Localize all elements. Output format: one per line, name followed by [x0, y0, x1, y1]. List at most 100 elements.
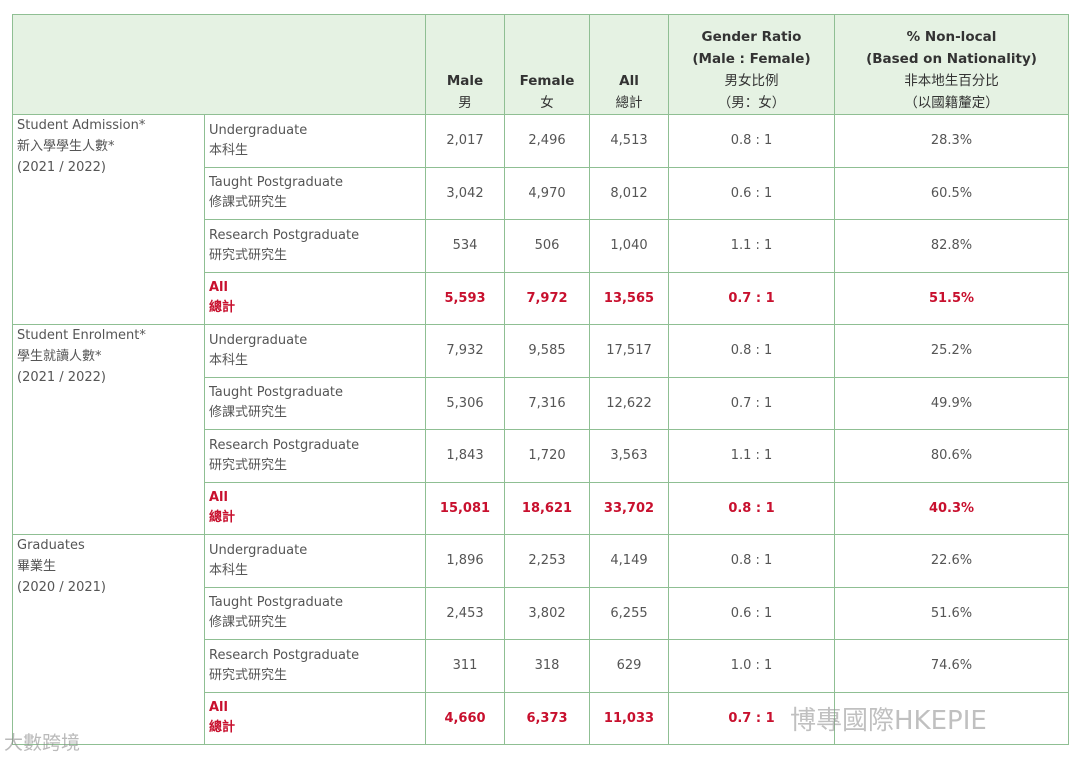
- level-label-en: Taught Postgraduate: [209, 595, 344, 611]
- ratio-value-cell: 0.8 : 1: [668, 481, 835, 535]
- all-value-cell: 629: [589, 639, 669, 693]
- level-cell: Taught Postgraduate 修課式研究生: [204, 166, 426, 220]
- level-label-en: Taught Postgraduate: [209, 385, 344, 401]
- female-value-cell: 7,972: [504, 271, 590, 325]
- table-body: Student Admission* 新入學學生人數* (2021 / 2022) U…: [12, 114, 1069, 745]
- level-label-zh: 研究式研究生: [209, 667, 288, 683]
- group-title-zh: 新入學學生人數*: [17, 139, 115, 154]
- level-label-zh: 總計: [209, 300, 236, 316]
- header-nonlocal-en2: (Based on Nationality): [866, 51, 1037, 67]
- group-title-zh: 學生就讀人數*: [17, 349, 102, 364]
- female-value-cell: 6,373: [504, 691, 590, 745]
- nonlocal-value-cell: 74.6%: [834, 639, 1069, 693]
- group-label-cell: Graduates 畢業生 (2020 / 2021): [12, 534, 205, 745]
- level-label-zh: 本科生: [209, 142, 249, 158]
- level-cell: Undergraduate 本科生: [204, 534, 426, 588]
- ratio-value-cell: 1.1 : 1: [668, 429, 835, 483]
- level-label-zh: 修課式研究生: [209, 405, 288, 421]
- female-value-cell: 18,621: [504, 481, 590, 535]
- level-label-zh: 總計: [209, 510, 236, 526]
- all-value-cell: 1,040: [589, 219, 669, 273]
- header-ratio-zh1: 男女比例: [724, 73, 779, 89]
- nonlocal-value-cell: 51.6%: [834, 586, 1069, 640]
- male-value-cell: 5,593: [425, 271, 505, 325]
- group-label-cell: Student Admission* 新入學學生人數* (2021 / 2022): [12, 114, 205, 325]
- nonlocal-value-cell: 82.8%: [834, 219, 1069, 273]
- level-label-zh: 研究式研究生: [209, 247, 288, 263]
- female-value-cell: 3,802: [504, 586, 590, 640]
- header-male-zh: 男: [458, 95, 472, 111]
- level-label-en: All: [209, 490, 228, 506]
- header-row: Male 男 Female 女 All 總計 Gender Ratio (Mal…: [12, 14, 1069, 115]
- header-female-en: Female: [519, 73, 575, 89]
- nonlocal-value-cell: 28.3%: [834, 114, 1069, 168]
- level-cell: Research Postgraduate 研究式研究生: [204, 639, 426, 693]
- header-all: All 總計: [589, 14, 669, 115]
- statistics-table: Male 男 Female 女 All 總計 Gender Ratio (Mal…: [12, 14, 1069, 745]
- level-cell: Research Postgraduate 研究式研究生: [204, 219, 426, 273]
- male-value-cell: 2,453: [425, 586, 505, 640]
- group-year: (2021 / 2022): [17, 370, 106, 385]
- male-value-cell: 3,042: [425, 166, 505, 220]
- male-value-cell: 15,081: [425, 481, 505, 535]
- nonlocal-value-cell: 80.6%: [834, 429, 1069, 483]
- all-value-cell: 3,563: [589, 429, 669, 483]
- level-label-en: Undergraduate: [209, 332, 308, 348]
- header-blank-cell: [12, 14, 426, 115]
- table-row: Graduates 畢業生 (2020 / 2021) Undergraduate 本科…: [12, 534, 1069, 745]
- level-label-en: Research Postgraduate: [209, 227, 360, 243]
- nonlocal-value-cell: 25.2%: [834, 324, 1069, 378]
- header-all-zh: 總計: [615, 95, 643, 111]
- level-cell: Taught Postgraduate 修課式研究生: [204, 586, 426, 640]
- group-label-cell: Student Enrolment* 學生就讀人數* (2021 / 2022): [12, 324, 205, 535]
- level-cell: Research Postgraduate 研究式研究生: [204, 429, 426, 483]
- level-label-en: Undergraduate: [209, 542, 308, 558]
- all-value-cell: 17,517: [589, 324, 669, 378]
- nonlocal-value-cell: [834, 691, 1069, 745]
- nonlocal-value-cell: 51.5%: [834, 271, 1069, 325]
- level-label-zh: 本科生: [209, 562, 249, 578]
- level-label-en: All: [209, 280, 228, 296]
- level-label-zh: 本科生: [209, 352, 249, 368]
- group-title: Student Enrolment*: [17, 328, 146, 343]
- table-row: Taught Postgraduate 修課式研究生 5,306 7,316 12,62…: [13, 376, 1069, 430]
- table-row: Taught Postgraduate 修課式研究生 3,042 4,970 8,012…: [13, 166, 1069, 220]
- table-row: Student Enrolment* 學生就讀人數* (2021 / 2022) Un…: [12, 324, 1069, 535]
- female-value-cell: 2,496: [504, 114, 590, 168]
- level-cell: Undergraduate 本科生: [204, 324, 426, 378]
- header-female: Female 女: [504, 14, 590, 115]
- table-row: Student Admission* 新入學學生人數* (2021 / 2022) U…: [12, 114, 1069, 325]
- female-value-cell: 4,970: [504, 166, 590, 220]
- level-label-zh: 總計: [209, 720, 236, 736]
- female-value-cell: 1,720: [504, 429, 590, 483]
- all-value-cell: 33,702: [589, 481, 669, 535]
- ratio-value-cell: 0.8 : 1: [668, 324, 835, 378]
- group-year: (2021 / 2022): [17, 160, 106, 175]
- header-nonlocal-en1: % Non-local: [906, 29, 997, 45]
- table-row: Research Postgraduate 研究式研究生 534 506 1,040 1.…: [13, 219, 1069, 273]
- level-label-zh: 研究式研究生: [209, 457, 288, 473]
- header-ratio-en1: Gender Ratio: [701, 29, 802, 45]
- group-title-zh: 畢業生: [17, 559, 57, 574]
- female-value-cell: 9,585: [504, 324, 590, 378]
- level-label-en: All: [209, 700, 228, 716]
- female-value-cell: 318: [504, 639, 590, 693]
- header-ratio-en2: (Male : Female): [692, 51, 811, 67]
- total-row: All 總計 4,660 6,373 11,033 0.7 : 1: [13, 691, 1069, 745]
- header-ratio-zh2: （男：女）: [717, 95, 786, 111]
- male-value-cell: 5,306: [425, 376, 505, 430]
- header-non-local: % Non-local (Based on Nationality) 非本地生百…: [834, 14, 1069, 115]
- nonlocal-value-cell: 60.5%: [834, 166, 1069, 220]
- male-value-cell: 1,896: [425, 534, 505, 588]
- header-male-en: Male: [446, 73, 484, 89]
- table-row: Research Postgraduate 研究式研究生 1,843 1,720 3,5…: [13, 429, 1069, 483]
- ratio-value-cell: 0.6 : 1: [668, 586, 835, 640]
- header-nonlocal-zh1: 非本地生百分比: [904, 73, 999, 89]
- all-value-cell: 13,565: [589, 271, 669, 325]
- nonlocal-value-cell: 22.6%: [834, 534, 1069, 588]
- ratio-value-cell: 0.7 : 1: [668, 691, 835, 745]
- nonlocal-value-cell: 49.9%: [834, 376, 1069, 430]
- level-cell: All 總計: [204, 271, 426, 325]
- level-label-en: Research Postgraduate: [209, 437, 360, 453]
- ratio-value-cell: 0.7 : 1: [668, 376, 835, 430]
